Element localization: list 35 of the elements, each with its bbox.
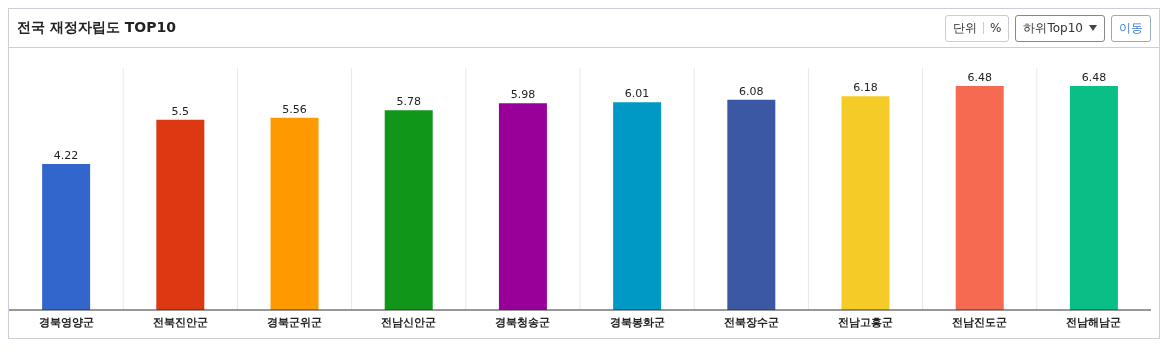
bar: [727, 99, 776, 310]
bar: [498, 103, 547, 310]
x-tick-label: 경북영양군: [38, 315, 94, 329]
text: 이동: [1111, 14, 1151, 42]
chart-title: 전국 재정자립도 TOP10: [17, 19, 176, 37]
data-label: 6.48: [1081, 70, 1107, 84]
bar: [613, 102, 662, 310]
x-tick-label: 경북청송군: [495, 315, 551, 329]
text: 단위: [953, 19, 978, 37]
text: %: [990, 21, 1002, 35]
bar: [841, 96, 890, 310]
data-label: 5.78: [396, 95, 421, 109]
data-label: 5.56: [282, 102, 307, 116]
data-label: 4.22: [53, 149, 79, 163]
x-tick-label: 전남진도군: [952, 315, 1008, 329]
x-tick-label: 경북군위군: [267, 315, 322, 329]
x-tick-label: 전북장수군: [723, 315, 779, 329]
bar: [156, 119, 205, 310]
data-label: 6.01: [624, 87, 650, 101]
data-label: 5.5: [171, 104, 190, 118]
data-label: 5.98: [510, 88, 536, 102]
data-label: 6.08: [739, 84, 764, 98]
x-tick-label: 전북진안군: [152, 315, 208, 329]
bar: [42, 164, 91, 310]
bar: [955, 85, 1004, 310]
text: 하위Top10: [1023, 19, 1083, 37]
bar: [1069, 85, 1118, 310]
bar: [270, 117, 319, 310]
x-tick-label: 전남해남군: [1066, 315, 1122, 329]
x-tick-label: 전남신안군: [381, 315, 437, 329]
data-label: 6.48: [967, 70, 992, 84]
bar: [384, 110, 433, 310]
x-tick-label: 전남고흥군: [838, 315, 893, 329]
data-label: 6.18: [853, 81, 878, 95]
x-tick-label: 경북봉화군: [609, 315, 665, 329]
